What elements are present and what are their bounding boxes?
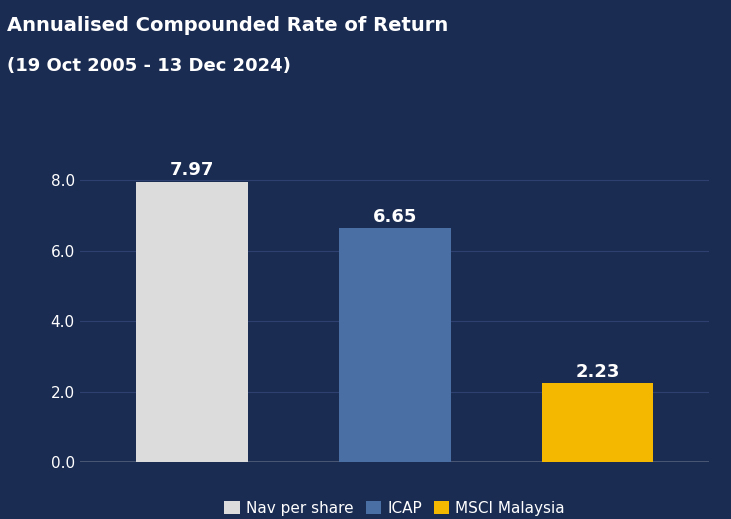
Text: 7.97: 7.97: [170, 161, 214, 179]
Text: 2.23: 2.23: [575, 363, 620, 381]
Text: 6.65: 6.65: [373, 208, 417, 226]
Legend: Nav per share, ICAP, MSCI Malaysia: Nav per share, ICAP, MSCI Malaysia: [219, 495, 571, 519]
Bar: [542, 384, 654, 462]
Text: (19 Oct 2005 - 13 Dec 2024): (19 Oct 2005 - 13 Dec 2024): [7, 57, 291, 75]
Bar: [136, 182, 248, 462]
Bar: [339, 228, 450, 462]
Text: Annualised Compounded Rate of Return: Annualised Compounded Rate of Return: [7, 16, 449, 35]
